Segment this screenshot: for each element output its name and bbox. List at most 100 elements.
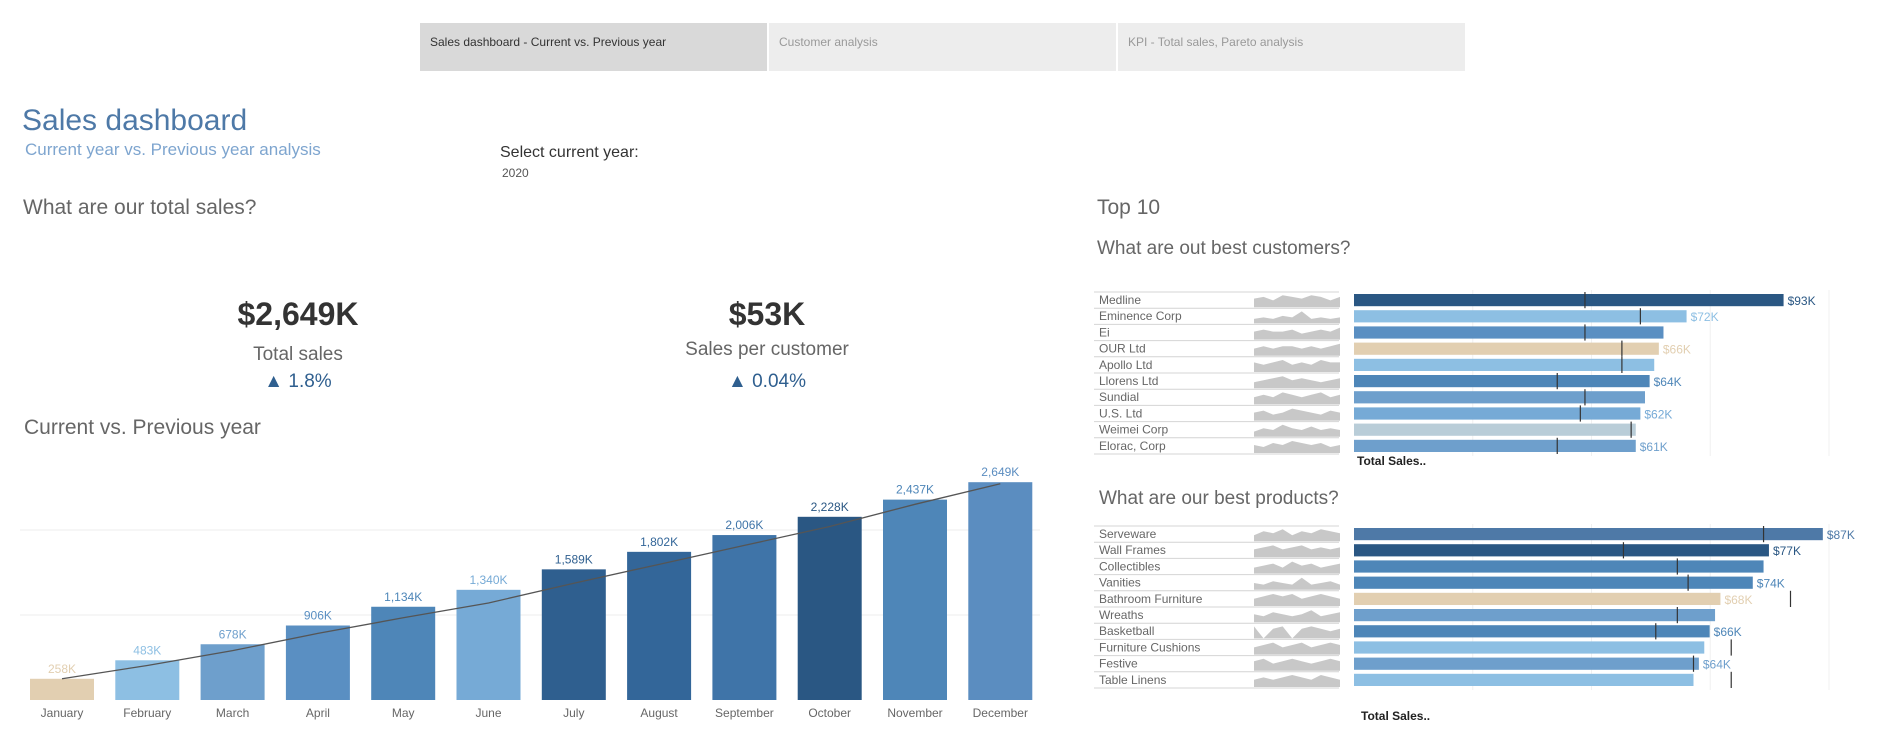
data-label: 2,228K — [811, 500, 849, 514]
row-label: OUR Ltd — [1099, 342, 1146, 356]
x-tick-label: July — [563, 706, 584, 720]
data-label: 1,340K — [469, 573, 507, 587]
x-tick-label: September — [715, 706, 774, 720]
tab-customer-analysis[interactable]: Customer analysis — [769, 23, 1118, 71]
row-label: Ei — [1099, 325, 1110, 339]
sales-per-customer-label: Sales per customer — [685, 339, 849, 360]
row-label: Eminence Corp — [1099, 309, 1182, 323]
row-label: Wall Frames — [1099, 543, 1166, 557]
trend-heading: Current vs. Previous year — [24, 416, 261, 439]
data-label: 1,589K — [555, 552, 593, 566]
previous-year-line — [61, 483, 1001, 680]
x-tick-label: November — [887, 706, 942, 720]
total-sales-heading: What are our total sales? — [23, 196, 257, 219]
row-label: Vanities — [1099, 576, 1141, 590]
bar — [883, 499, 947, 700]
row-label: Wreaths — [1099, 608, 1143, 622]
sparkline — [1254, 561, 1340, 574]
data-label: $72K — [1691, 310, 1719, 324]
row-label: Serveware — [1099, 527, 1157, 541]
data-label: 2,437K — [896, 483, 934, 497]
sparkline — [1254, 675, 1340, 687]
top-products-chart: Serveware $87K Wall Frames $77K Collectibles… — [1094, 524, 1855, 690]
bar — [1354, 560, 1764, 573]
x-tick-label: April — [306, 706, 330, 720]
row-label: Table Linens — [1099, 673, 1166, 687]
bar — [1354, 673, 1694, 686]
row-label: Basketball — [1099, 624, 1154, 638]
sparkline — [1254, 441, 1340, 453]
bar — [1354, 375, 1650, 388]
bar — [1354, 528, 1823, 541]
bar — [1354, 625, 1710, 638]
products-heading: What are our best products? — [1099, 488, 1339, 509]
row-label: Elorac, Corp — [1099, 439, 1166, 453]
sparkline — [1254, 658, 1340, 671]
page-subtitle: Current year vs. Previous year analysis — [25, 140, 321, 159]
sales-per-customer-change: ▲ 0.04% — [728, 371, 806, 392]
year-filter-label: Select current year: — [500, 144, 639, 161]
row-label: Furniture Cushions — [1099, 640, 1200, 654]
bar — [1354, 544, 1769, 557]
sparkline — [1254, 424, 1340, 437]
bar — [456, 589, 521, 700]
data-label: $74K — [1757, 577, 1785, 591]
data-label: 678K — [219, 627, 247, 641]
sparkline — [1254, 529, 1340, 542]
monthly-sales-chart: 258K January 483K February 678K March 906K Apri… — [20, 465, 1040, 720]
data-label: $61K — [1640, 440, 1668, 454]
data-label: 483K — [133, 643, 161, 657]
sparkline — [1254, 360, 1340, 372]
data-label: 1,134K — [384, 590, 422, 604]
sparkline — [1254, 642, 1340, 655]
row-label: U.S. Ltd — [1099, 406, 1142, 420]
sparkline — [1254, 408, 1340, 421]
top-customers-chart: Medline $93K Eminence Corp $72K Ei OUR Ltd $66… — [1094, 290, 1830, 456]
data-label: $66K — [1663, 343, 1691, 357]
sparkline — [1254, 594, 1340, 606]
bar — [627, 551, 692, 700]
data-label: $62K — [1644, 407, 1672, 421]
sparkline — [1254, 577, 1340, 590]
data-label: 906K — [304, 609, 332, 623]
bar — [1354, 358, 1655, 371]
page-title: Sales dashboard — [22, 104, 248, 137]
sparkline — [1254, 545, 1340, 558]
tab-kpi-pareto[interactable]: KPI - Total sales, Pareto analysis — [1118, 23, 1467, 71]
sparkline — [1254, 392, 1340, 405]
row-label: Apollo Ltd — [1099, 358, 1152, 372]
data-label: $87K — [1827, 528, 1855, 542]
bar — [1354, 310, 1687, 323]
data-label: 2,006K — [725, 518, 763, 532]
bar — [1354, 657, 1699, 670]
bar — [1354, 407, 1641, 420]
row-label: Collectibles — [1099, 559, 1160, 573]
tab-sales-dashboard[interactable]: Sales dashboard - Current vs. Previous y… — [420, 23, 769, 71]
bar — [1354, 609, 1716, 622]
row-label: Sundial — [1099, 390, 1139, 404]
row-label: Bathroom Furniture — [1099, 592, 1203, 606]
year-filter-value[interactable]: 2020 — [502, 166, 529, 180]
x-tick-label: May — [392, 706, 415, 720]
total-sales-label: Total sales — [253, 344, 343, 365]
bar — [1354, 576, 1753, 589]
customers-axis-title: Total Sales.. — [1357, 454, 1427, 468]
x-tick-label: December — [973, 706, 1028, 720]
sparkline — [1254, 327, 1340, 340]
bar — [1354, 423, 1636, 436]
bar — [797, 516, 862, 700]
x-tick-label: March — [216, 706, 249, 720]
bar — [115, 660, 180, 700]
bar — [1354, 641, 1705, 654]
x-tick-label: August — [640, 706, 678, 720]
row-label: Weimei Corp — [1099, 423, 1168, 437]
bar — [1354, 391, 1645, 404]
data-label: $64K — [1654, 375, 1682, 389]
total-sales-value: $2,649K — [237, 296, 359, 332]
products-axis-title: Total Sales.. — [1361, 709, 1431, 723]
sparkline — [1254, 376, 1340, 389]
data-label: 1,802K — [640, 535, 678, 549]
data-label: $64K — [1703, 658, 1731, 672]
x-tick-label: June — [475, 706, 501, 720]
bar — [968, 482, 1033, 700]
